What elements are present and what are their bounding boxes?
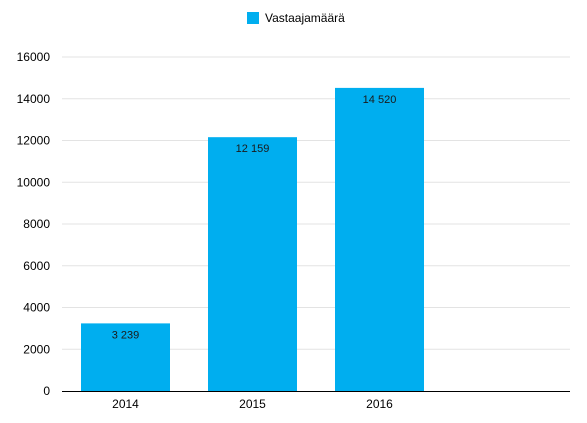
y-tick-label: 16000 <box>17 50 51 64</box>
bars <box>81 87 424 392</box>
bar <box>81 323 170 391</box>
legend: Vastaajamäärä <box>247 11 345 25</box>
y-tick-label: 12000 <box>17 134 51 148</box>
grid-lines <box>62 56 570 350</box>
data-label: 12 159 <box>236 143 270 155</box>
x-axis-ticks: 2014 2015 2016 <box>112 397 393 411</box>
y-axis-ticks: 0 2000 4000 6000 8000 10000 12000 14000 16000 <box>17 50 51 398</box>
y-tick-label: 8000 <box>23 217 50 231</box>
bar <box>208 137 297 391</box>
y-tick-label: 0 <box>43 384 50 398</box>
y-tick-label: 10000 <box>17 175 51 189</box>
y-tick-label: 2000 <box>23 342 50 356</box>
data-label: 3 239 <box>112 329 140 341</box>
x-tick-label: 2016 <box>366 397 393 411</box>
bar <box>335 87 424 392</box>
y-tick-label: 14000 <box>17 92 51 106</box>
legend-label: Vastaajamäärä <box>265 11 345 25</box>
x-tick-label: 2015 <box>239 397 266 411</box>
y-tick-label: 6000 <box>23 259 50 273</box>
data-label: 14 520 <box>363 94 397 106</box>
x-tick-label: 2014 <box>112 397 139 411</box>
legend-swatch <box>247 12 259 24</box>
y-tick-label: 4000 <box>23 301 50 315</box>
data-labels: 3 239 12 159 14 520 <box>112 94 397 341</box>
